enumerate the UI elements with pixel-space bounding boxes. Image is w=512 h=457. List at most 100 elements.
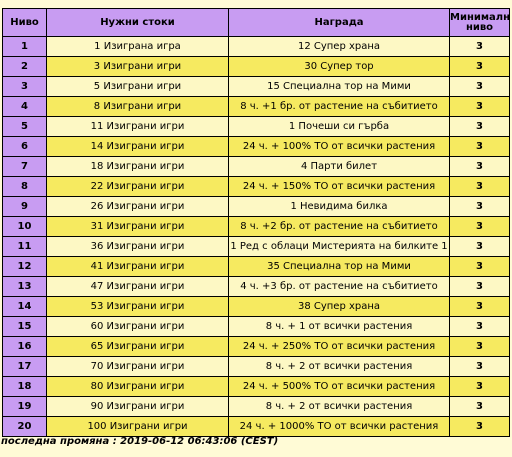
table-row: 7 18 Изиграни игри 4 Парти билет 3: [2, 156, 510, 177]
reward-cell: 24 ч. + 150% ТО от всички растения: [228, 176, 450, 197]
header-level: Ниво: [2, 8, 47, 37]
min-level-cell: 3: [449, 136, 510, 157]
rewards-table: Ниво Нужни стоки Награда Минимално ниво …: [2, 8, 510, 437]
table-row: 11 36 Изиграни игри 1 Ред с облаци Мистери…: [2, 236, 510, 257]
reward-cell: 24 ч. + 100% ТО от всички растения: [228, 136, 450, 157]
reward-cell: 1 Невидима билка: [228, 196, 450, 217]
needed-goods-cell: 8 Изиграни игри: [46, 96, 229, 117]
needed-goods-cell: 80 Изиграни игри: [46, 376, 229, 397]
last-change-note: последна промяна : 2019-06-12 06:43:06 (…: [1, 436, 279, 447]
min-level-cell: 3: [449, 156, 510, 177]
min-level-cell: 3: [449, 76, 510, 97]
reward-cell: 1 Ред с облаци Мистерията на билките 1: [228, 236, 450, 257]
needed-goods-cell: 70 Изиграни игри: [46, 356, 229, 377]
table-row: 9 26 Изиграни игри 1 Невидима билка 3: [2, 196, 510, 217]
min-level-cell: 3: [449, 236, 510, 257]
table-row: 20 100 Изиграни игри 24 ч. + 1000% ТО от в…: [2, 416, 510, 437]
reward-cell: 8 ч. + 2 от всички растения: [228, 356, 450, 377]
min-level-cell: 3: [449, 176, 510, 197]
level-cell: 9: [2, 196, 47, 217]
level-cell: 6: [2, 136, 47, 157]
needed-goods-cell: 47 Изиграни игри: [46, 276, 229, 297]
level-cell: 8: [2, 176, 47, 197]
min-level-cell: 3: [449, 116, 510, 137]
reward-cell: 30 Супер тор: [228, 56, 450, 77]
needed-goods-cell: 5 Изиграни игри: [46, 76, 229, 97]
reward-cell: 4 ч. +3 бр. от растение на събитието: [228, 276, 450, 297]
level-cell: 15: [2, 316, 47, 337]
min-level-cell: 3: [449, 216, 510, 237]
reward-cell: 8 ч. +1 бр. от растение на събитието: [228, 96, 450, 117]
reward-cell: 15 Специална тор на Мими: [228, 76, 450, 97]
level-cell: 5: [2, 116, 47, 137]
reward-cell: 8 ч. + 1 от всички растения: [228, 316, 450, 337]
header-min-level-line2: ниво: [465, 21, 494, 33]
min-level-cell: 3: [449, 36, 510, 57]
table-row: 19 90 Изиграни игри 8 ч. + 2 от всички рас…: [2, 396, 510, 417]
min-level-cell: 3: [449, 296, 510, 317]
needed-goods-cell: 90 Изиграни игри: [46, 396, 229, 417]
min-level-cell: 3: [449, 196, 510, 217]
level-cell: 16: [2, 336, 47, 357]
level-cell: 4: [2, 96, 47, 117]
min-level-cell: 3: [449, 56, 510, 77]
reward-cell: 24 ч. + 500% ТО от всички растения: [228, 376, 450, 397]
level-cell: 10: [2, 216, 47, 237]
level-cell: 12: [2, 256, 47, 277]
min-level-cell: 3: [449, 356, 510, 377]
header-needed-goods: Нужни стоки: [46, 8, 229, 37]
reward-cell: 8 ч. + 2 от всички растения: [228, 396, 450, 417]
level-cell: 3: [2, 76, 47, 97]
table-row: 16 65 Изиграни игри 24 ч. + 250% ТО от вси…: [2, 336, 510, 357]
needed-goods-cell: 1 Изиграна игра: [46, 36, 229, 57]
table-row: 6 14 Изиграни игри 24 ч. + 100% ТО от всич…: [2, 136, 510, 157]
needed-goods-cell: 53 Изиграни игри: [46, 296, 229, 317]
reward-cell: 38 Супер храна: [228, 296, 450, 317]
reward-cell: 35 Специална тор на Мими: [228, 256, 450, 277]
min-level-cell: 3: [449, 96, 510, 117]
min-level-cell: 3: [449, 376, 510, 397]
header-reward: Награда: [228, 8, 450, 37]
needed-goods-cell: 65 Изиграни игри: [46, 336, 229, 357]
needed-goods-cell: 11 Изиграни игри: [46, 116, 229, 137]
needed-goods-cell: 18 Изиграни игри: [46, 156, 229, 177]
needed-goods-cell: 100 Изиграни игри: [46, 416, 229, 437]
needed-goods-cell: 3 Изиграни игри: [46, 56, 229, 77]
level-cell: 19: [2, 396, 47, 417]
needed-goods-cell: 22 Изиграни игри: [46, 176, 229, 197]
reward-cell: 24 ч. + 250% ТО от всички растения: [228, 336, 450, 357]
table-row: 8 22 Изиграни игри 24 ч. + 150% ТО от всич…: [2, 176, 510, 197]
table-row: 12 41 Изиграни игри 35 Специална тор на Ми…: [2, 256, 510, 277]
table-row: 15 60 Изиграни игри 8 ч. + 1 от всички рас…: [2, 316, 510, 337]
min-level-cell: 3: [449, 336, 510, 357]
table-row: 10 31 Изиграни игри 8 ч. +2 бр. от растени…: [2, 216, 510, 237]
header-min-level-line1: Минимално: [450, 11, 510, 23]
level-cell: 20: [2, 416, 47, 437]
min-level-cell: 3: [449, 316, 510, 337]
min-level-cell: 3: [449, 396, 510, 417]
reward-cell: 24 ч. + 1000% ТО от всички растения: [228, 416, 450, 437]
table-row: 18 80 Изиграни игри 24 ч. + 500% ТО от вси…: [2, 376, 510, 397]
level-cell: 7: [2, 156, 47, 177]
min-level-cell: 3: [449, 256, 510, 277]
needed-goods-cell: 14 Изиграни игри: [46, 136, 229, 157]
level-cell: 11: [2, 236, 47, 257]
level-cell: 1: [2, 36, 47, 57]
reward-cell: 4 Парти билет: [228, 156, 450, 177]
reward-cell: 8 ч. +2 бр. от растение на събитието: [228, 216, 450, 237]
table-row: 13 47 Изиграни игри 4 ч. +3 бр. от растени…: [2, 276, 510, 297]
table-row: 17 70 Изиграни игри 8 ч. + 2 от всички рас…: [2, 356, 510, 377]
table-row: 14 53 Изиграни игри 38 Супер храна 3: [2, 296, 510, 317]
table-row: 5 11 Изиграни игри 1 Почеши си гърба 3: [2, 116, 510, 137]
needed-goods-cell: 60 Изиграни игри: [46, 316, 229, 337]
needed-goods-cell: 36 Изиграни игри: [46, 236, 229, 257]
level-cell: 17: [2, 356, 47, 377]
min-level-cell: 3: [449, 416, 510, 437]
needed-goods-cell: 26 Изиграни игри: [46, 196, 229, 217]
level-cell: 2: [2, 56, 47, 77]
level-cell: 18: [2, 376, 47, 397]
